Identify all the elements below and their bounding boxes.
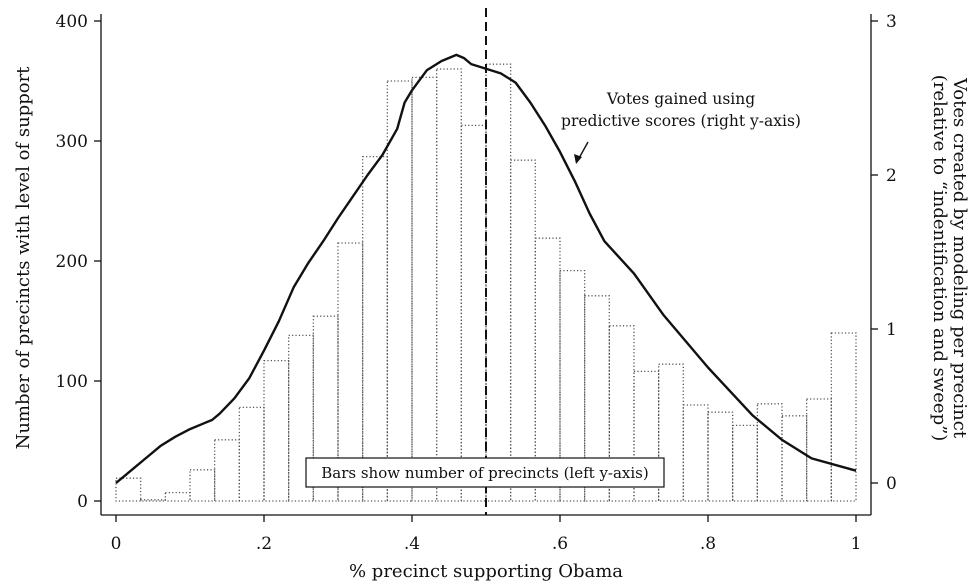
x-tick-label: 1 xyxy=(851,534,862,554)
histogram-bar xyxy=(486,64,511,501)
histogram-bar xyxy=(387,81,412,501)
histogram-bar xyxy=(831,333,856,501)
y-right-tick-label: 0 xyxy=(886,474,897,494)
y-right-tick-label: 1 xyxy=(886,320,897,340)
y-left-tick-label: 100 xyxy=(56,372,88,392)
line-annotation-line2: predictive scores (right y-axis) xyxy=(561,112,801,130)
y-axis-right-title-line1: Votes created by modeling per precinct xyxy=(949,77,970,439)
histogram-bar xyxy=(807,399,832,501)
histogram-bar xyxy=(757,404,782,501)
y-right-tick-label: 3 xyxy=(886,12,897,32)
y-left-tick-label: 400 xyxy=(56,12,88,32)
histogram-bar xyxy=(363,157,388,501)
line-annotation-line1: Votes gained using xyxy=(606,90,755,108)
y-left-tick-label: 200 xyxy=(56,252,88,272)
histogram-bar xyxy=(708,412,733,501)
histogram-bar xyxy=(190,470,215,501)
x-tick-label: .6 xyxy=(552,534,568,554)
x-tick-label: .8 xyxy=(700,534,716,554)
histogram-bar xyxy=(215,440,240,501)
histogram-bar xyxy=(239,407,264,501)
y-left-tick-label: 300 xyxy=(56,132,88,152)
x-tick-label: 0 xyxy=(111,534,122,554)
histogram-bar xyxy=(141,500,166,501)
x-tick-label: .2 xyxy=(256,534,272,554)
x-axis-title: % precinct supporting Obama xyxy=(349,561,623,582)
histogram-bar xyxy=(264,361,289,501)
x-tick-label: .4 xyxy=(404,534,420,554)
histogram-bar xyxy=(461,125,486,501)
histogram-bar xyxy=(733,425,758,501)
histogram-bar xyxy=(116,478,141,501)
y-axis-right-title-line2: (relative to “indentification and sweep”… xyxy=(929,75,950,442)
histogram-bar xyxy=(683,405,708,501)
histogram-bar xyxy=(511,160,536,501)
bars-label: Bars show number of precincts (left y-ax… xyxy=(321,464,648,482)
y-right-tick-label: 2 xyxy=(886,166,897,186)
histogram-bar xyxy=(782,416,807,501)
y-left-tick-label: 0 xyxy=(77,492,88,512)
histogram-bar xyxy=(412,77,437,501)
y-axis-left-title: Number of precincts with level of suppor… xyxy=(13,66,34,450)
histogram-bar xyxy=(437,69,462,501)
histogram-bar xyxy=(165,493,190,501)
